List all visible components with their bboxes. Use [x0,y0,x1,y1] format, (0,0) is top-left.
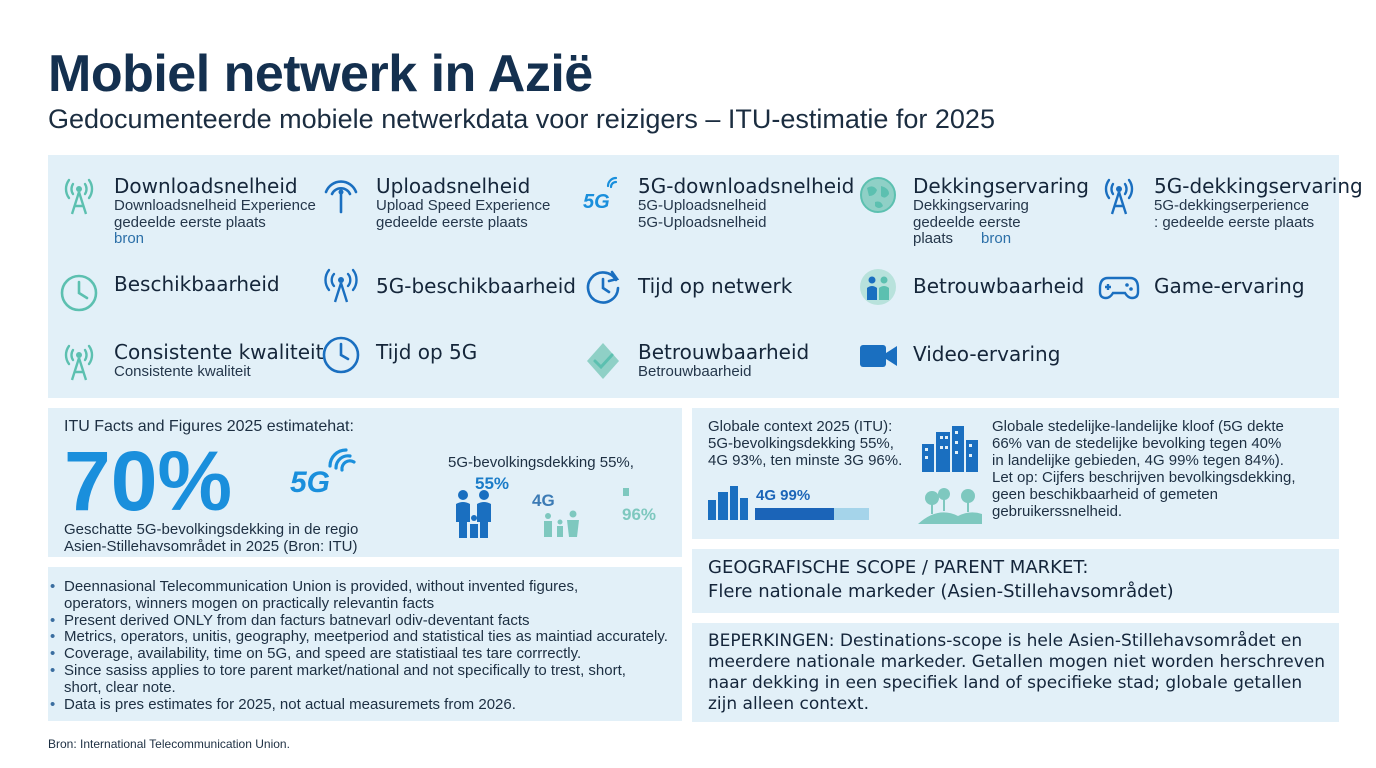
metric-subtitle: Betrouwbaarheid [638,363,752,380]
tower-icon [58,340,100,382]
metric-title: Tijd op netwerk [638,274,793,298]
global-context-panel: Globale context 2025 (ITU): 5G-bevolking… [692,408,1339,539]
svg-text:5G: 5G [583,191,610,213]
metric-subtitle: 5G-Uploadsnelheid [638,197,767,214]
metric-reliability-2: Betrouwbaarheid Betrouwbaarheid [582,340,809,382]
metric-title: Downloadsnelheid [114,174,298,198]
metric-reliability: Betrouwbaarheid [857,266,1084,308]
metric-subtitle: gedeelde eerste plaats [114,213,266,231]
note-item: • Coverage, availability, time on 5G, and… [50,645,582,663]
coverage-description: Geschatte 5G-bevolkingsdekking in de reg… [64,521,359,555]
geographic-scope-panel: GEOGRAFISCHE SCOPE / PARENT MARKET: Fler… [692,549,1339,613]
itu-heading: ITU Facts and Figures 2025 estimatehat: [64,418,354,435]
broadcast-antenna-icon [320,174,362,216]
metric-gaming-experience: Game-ervaring [1098,266,1305,308]
page-title: Mobiel netwerk in Azië [48,45,593,103]
video-camera-icon [857,334,899,376]
4g-label: 4G [532,491,555,510]
metric-subtitle: 5G-dekkingserperience [1154,197,1310,214]
metric-5g-coverage-experience: 5G-dekkingservaring 5G-dekkingserperienc… [1098,174,1363,231]
metric-subtitle: Consistente kwaliteit [114,363,251,380]
shield-check-icon [582,340,624,382]
note-item: • Deennasional Telecommunication Union is… [50,578,579,595]
notes-panel: • Deennasional Telecommunication Union is… [48,567,682,721]
rural-landscape-icon [918,484,982,524]
note-item: short, clear note. [64,678,176,696]
metric-title: Dekkingservaring [913,174,1089,198]
metric-subtitle: Downloadsnelheid Experience [114,197,316,214]
5g-icon: 5G [582,174,624,216]
scope-heading: GEOGRAFISCHE SCOPE / PARENT MARKET: [708,557,1089,578]
4g-bar-label: 4G 99% [756,487,811,504]
note-item: • Since sasiss applies to tore parent mar… [50,661,626,679]
metric-subtitle: Dekkingservaring [913,197,1029,214]
metric-title: Betrouwbaarheid [913,274,1085,298]
metric-time-on-network: Tijd op netwerk [582,266,792,308]
metric-5g-availability: 5G-beschikbaarheid [320,262,576,304]
metric-title: Uploadsnelheid [376,174,531,198]
limitations-label: BEPERKINGEN: [708,631,835,651]
metrics-panel [48,155,1339,398]
city-small-icon [708,486,748,520]
gamepad-icon [1098,266,1140,308]
page-subtitle: Gedocumenteerde mobiele netwerkdata voor… [48,104,995,134]
family-small-icon [540,508,584,538]
metric-title: Beschikbaarheid [114,272,280,296]
note-item: operators, winners mogen on practically … [64,594,435,612]
metric-consistent-quality: Consistente kwaliteit Consistente kwalit… [58,340,323,382]
city-buildings-icon [920,426,980,472]
metric-title: Tijd op 5G [376,340,478,364]
metric-subtitle: plaats bron [913,230,1012,247]
metric-download-speed: Downloadsnelheid Downloadsnelheid Experi… [58,174,316,248]
metric-title: Video-ervaring [913,342,1061,366]
metric-time-on-5g: Tijd op 5G [320,334,477,376]
metric-subtitle: 5G-Uploadsnelheid [638,213,767,231]
5g-tower-icon [1098,174,1140,216]
metric-video-experience: Video-ervaring [857,334,1060,376]
notes-list: • Deennasional Telecommunication Union is… [48,578,668,713]
note-item: • Data is pres estimates for 2025, not ac… [50,695,516,713]
metric-upload-speed: Uploadsnelheid Upload Speed Experience g… [320,174,550,231]
people-icon [857,266,899,308]
metric-subtitle: gedeelde eerste [913,213,1021,231]
5g-coverage-value: 55% [475,474,510,493]
refresh-clock-icon [582,266,624,308]
antenna-icon [320,262,362,304]
metric-5g-download-speed: 5G 5G-downloadsnelheid 5G-Uploadsnelheid… [582,174,854,231]
svg-text:5G: 5G [290,466,330,496]
note-item: • Present derived ONLY from dan facturs b… [50,611,530,629]
metric-title: Consistente kwaliteit [114,340,324,364]
5g-logo-icon: 5G [290,444,368,499]
metric-subtitle: Upload Speed Experience [376,197,551,214]
metric-title: Betrouwbaarheid [638,340,810,364]
global-context-text: Globale context 2025 (ITU): 5G-bevolking… [708,418,903,469]
source-note: Bron: International Telecommunication Un… [48,737,290,751]
family-icon [450,488,498,540]
population-coverage-label: 5G-bevolkingsdekking 55%, [448,454,634,471]
metric-coverage-experience: Dekkingservaring Dekkingservaring gedeel… [857,174,1089,248]
coverage-big-value: 70% [64,434,233,528]
metric-subtitle: gedeelde eerste plaats [376,213,528,231]
source-link[interactable]: bron [114,230,145,247]
metric-subtitle: : gedeelde eerste plaats [1154,213,1315,231]
limitations-text: BEPERKINGEN: Destinations-scope is hele … [708,631,1326,714]
4g-coverage-bar [755,508,869,520]
metric-availability: Beschikbaarheid [58,272,280,314]
scope-value: Flere nationale markeder (Asien-Stilleha… [708,581,1174,602]
clock-icon [58,272,100,314]
metric-title: 5G-beschikbaarheid [376,274,576,298]
urban-rural-gap-text: Globale stedelijke-landelijke kloof (5G … [992,418,1296,520]
limitations-panel: BEPERKINGEN: Destinations-scope is hele … [692,623,1339,722]
metric-title: 5G-dekkingservaring [1154,174,1363,198]
note-item: • Metrics, operators, unitis, geography, … [50,628,668,646]
3g-coverage-value: 96% [622,505,657,524]
3g-marker [623,488,629,496]
globe-icon [857,174,899,216]
signal-tower-icon [58,174,100,216]
metric-title: Game-ervaring [1154,274,1305,298]
clock-icon [320,334,362,376]
4g-coverage-bar-fill [755,508,834,520]
source-link[interactable]: bron [981,230,1012,247]
metric-title: 5G-downloadsnelheid [638,174,855,198]
